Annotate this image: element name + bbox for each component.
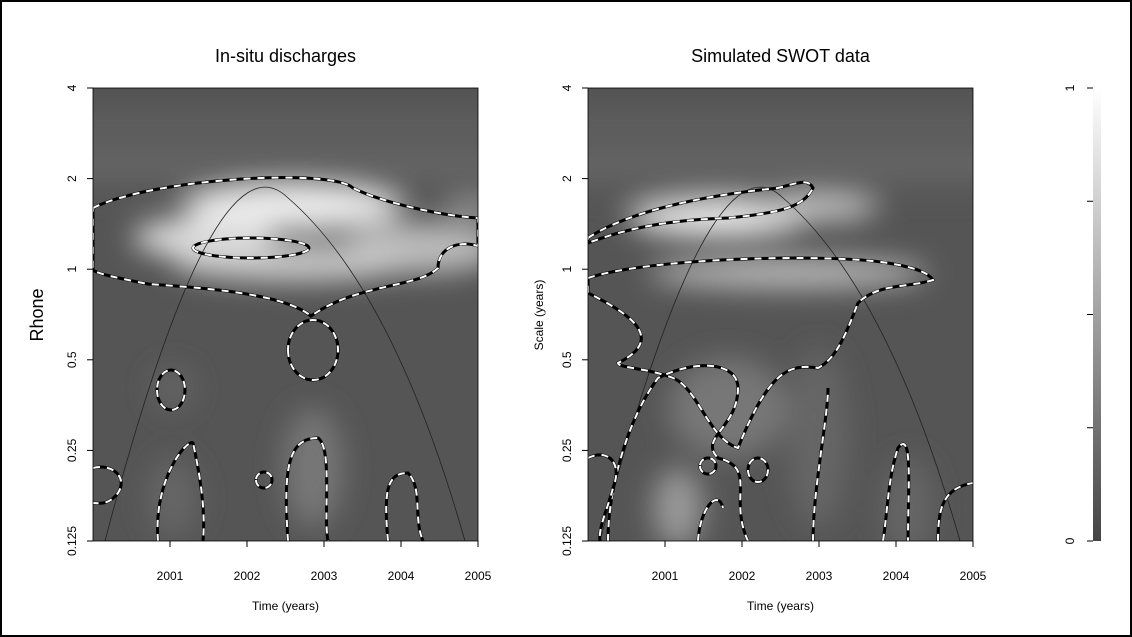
contour-dash bbox=[385, 471, 424, 541]
y-tick-label: 0.125 bbox=[560, 526, 574, 556]
contour-dash bbox=[812, 387, 829, 541]
heatmap-band bbox=[588, 155, 973, 171]
heatmap-blob bbox=[788, 348, 848, 528]
y-tick-label: 0.5 bbox=[65, 351, 79, 368]
x-axis-label: Time (years) bbox=[747, 599, 814, 613]
heatmap-blob bbox=[148, 458, 198, 538]
heatmap-band bbox=[588, 175, 973, 191]
chart-title: Simulated SWOT data bbox=[691, 46, 871, 66]
contour-dash bbox=[156, 441, 205, 541]
heatmap-shading bbox=[588, 120, 973, 541]
heatmap-band bbox=[93, 120, 478, 136]
y-tick-label: 0.125 bbox=[65, 526, 79, 556]
plot-border bbox=[92, 87, 479, 542]
heatmap-blob bbox=[758, 196, 878, 220]
heatmap-band bbox=[93, 175, 478, 191]
contour-dash bbox=[588, 453, 618, 541]
colorbar bbox=[1093, 88, 1101, 541]
contour-dash bbox=[588, 181, 815, 245]
y-tick-label: 1 bbox=[560, 266, 574, 273]
cone-of-influence bbox=[599, 186, 961, 541]
heatmap-blob bbox=[283, 408, 343, 528]
contour-dash bbox=[191, 237, 311, 259]
heatmap-band bbox=[588, 120, 973, 136]
y-tick-label: 0.5 bbox=[560, 351, 574, 368]
contour-dash bbox=[607, 364, 749, 541]
plot-border bbox=[587, 87, 974, 542]
contour-outline bbox=[696, 498, 725, 541]
cone-of-influence bbox=[104, 186, 466, 541]
contour-outline bbox=[936, 481, 973, 541]
x-axis-label: Time (years) bbox=[252, 599, 319, 613]
contour-dash bbox=[746, 457, 770, 483]
heatmap bbox=[588, 88, 973, 541]
contour-dash bbox=[93, 466, 123, 505]
contour-dash bbox=[286, 319, 340, 381]
x-tick-label: 2004 bbox=[883, 569, 910, 583]
heatmap bbox=[93, 88, 478, 541]
heatmap-blob bbox=[173, 245, 413, 281]
y-tick-label: 0.25 bbox=[65, 438, 79, 462]
heatmap-blob bbox=[668, 358, 788, 458]
heatmap-blob bbox=[648, 258, 928, 288]
heatmap-blob bbox=[653, 468, 703, 541]
y-axis-label: Scale (years) bbox=[532, 280, 546, 351]
contour-dash bbox=[93, 176, 478, 318]
y-tick-label: 2 bbox=[560, 175, 574, 182]
contour-dash bbox=[698, 457, 718, 475]
contour-outline bbox=[284, 436, 330, 541]
colorbar-tick-label: 0 bbox=[1063, 537, 1077, 544]
heatmap-blob bbox=[183, 186, 403, 230]
contour-dash bbox=[254, 471, 274, 489]
x-tick-label: 2003 bbox=[311, 569, 338, 583]
y-tick-label: 0.25 bbox=[560, 438, 574, 462]
contour-dash bbox=[155, 369, 187, 411]
x-tick-label: 2003 bbox=[806, 569, 833, 583]
heatmap-shading bbox=[93, 120, 478, 538]
x-tick-label: 2005 bbox=[960, 569, 987, 583]
x-tick-label: 2002 bbox=[234, 569, 261, 583]
y-tick-label: 1 bbox=[65, 266, 79, 273]
x-tick-label: 2002 bbox=[729, 569, 756, 583]
x-tick-label: 2001 bbox=[652, 569, 679, 583]
y-axis-label: Rhone bbox=[27, 288, 47, 341]
contour-dash bbox=[882, 443, 910, 541]
y-tick-label: 4 bbox=[65, 84, 79, 91]
colorbar-tick-label: 1 bbox=[1063, 84, 1077, 91]
heatmap-band bbox=[93, 155, 478, 171]
chart-title: In-situ discharges bbox=[215, 46, 356, 66]
heatmap-blob bbox=[443, 198, 478, 218]
y-tick-label: 4 bbox=[560, 84, 574, 91]
contour-dash bbox=[588, 257, 935, 450]
y-tick-label: 2 bbox=[65, 175, 79, 182]
x-tick-label: 2005 bbox=[465, 569, 492, 583]
x-tick-label: 2001 bbox=[157, 569, 184, 583]
x-tick-label: 2004 bbox=[388, 569, 415, 583]
